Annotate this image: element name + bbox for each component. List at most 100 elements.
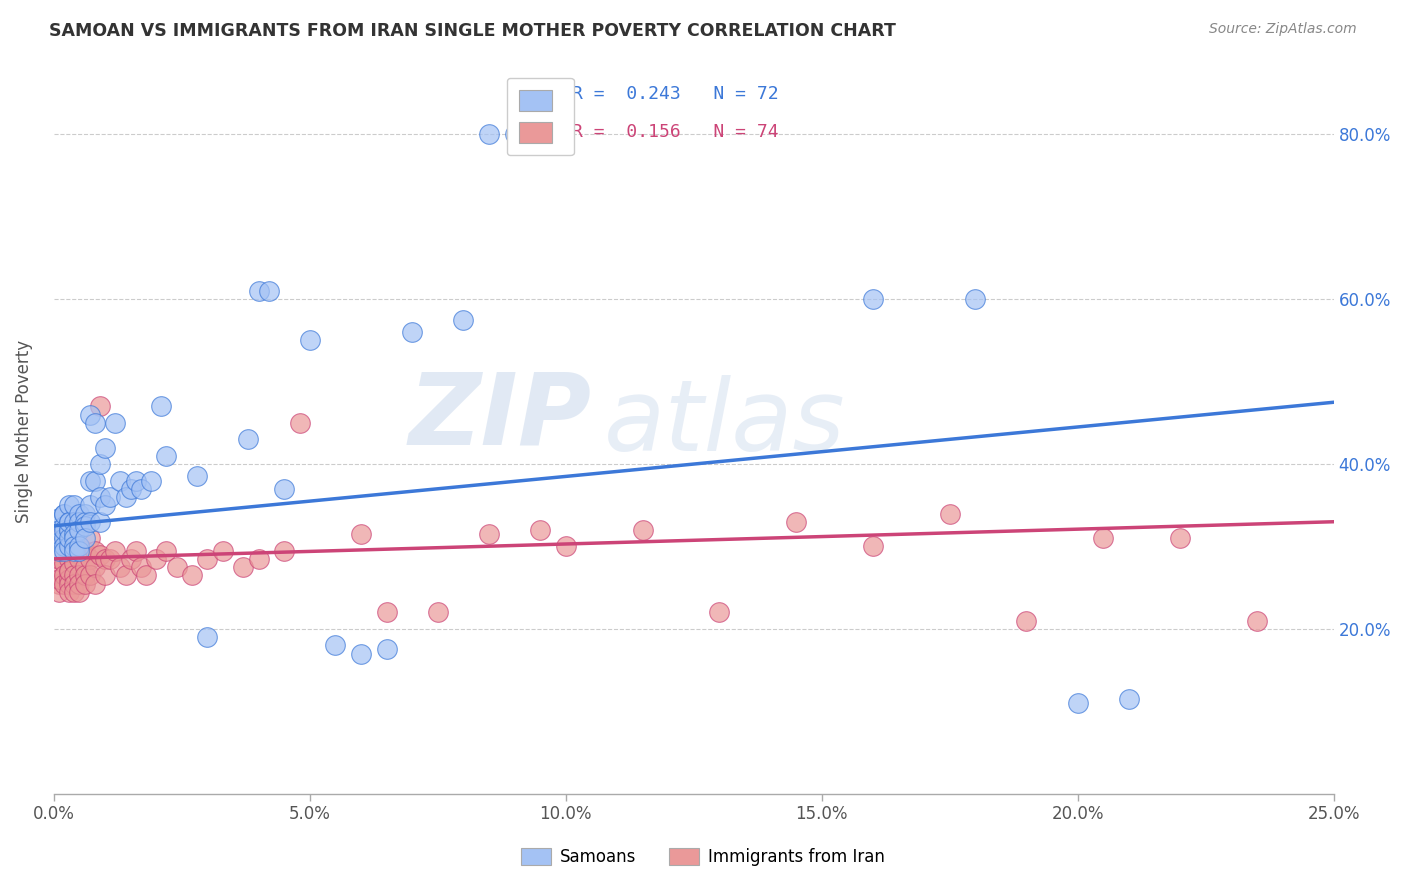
Point <box>63 568 86 582</box>
Point <box>325 638 347 652</box>
Point <box>67 540 90 554</box>
Point <box>1168 531 1191 545</box>
Point <box>155 449 177 463</box>
Point <box>79 531 101 545</box>
Point <box>63 556 86 570</box>
Point <box>139 474 162 488</box>
Point <box>63 515 86 529</box>
Point <box>114 490 136 504</box>
Point <box>426 606 449 620</box>
Point <box>98 490 121 504</box>
Text: R =  0.156   N = 74: R = 0.156 N = 74 <box>572 123 779 141</box>
Point <box>67 540 90 554</box>
Point <box>1246 614 1268 628</box>
Point <box>73 568 96 582</box>
Point <box>63 584 86 599</box>
Point <box>53 531 76 545</box>
Point <box>67 507 90 521</box>
Point <box>53 543 76 558</box>
Point <box>53 531 76 545</box>
Point <box>67 551 90 566</box>
Point <box>58 540 80 554</box>
Point <box>181 568 204 582</box>
Point <box>63 540 86 554</box>
Point <box>89 548 111 562</box>
Point <box>63 540 86 554</box>
Point <box>89 457 111 471</box>
Point <box>63 531 86 545</box>
Point <box>67 523 90 537</box>
Point <box>114 568 136 582</box>
Point <box>350 527 373 541</box>
Text: Source: ZipAtlas.com: Source: ZipAtlas.com <box>1209 22 1357 37</box>
Point <box>94 441 117 455</box>
Point <box>48 551 70 566</box>
Point <box>67 568 90 582</box>
Point <box>375 642 398 657</box>
Point <box>129 560 152 574</box>
Point <box>478 128 501 142</box>
Point <box>58 498 80 512</box>
Point <box>155 543 177 558</box>
Point <box>785 515 807 529</box>
Point <box>89 515 111 529</box>
Point <box>53 540 76 554</box>
Point <box>94 551 117 566</box>
Point <box>58 523 80 537</box>
Point <box>58 515 80 529</box>
Point <box>401 325 423 339</box>
Point <box>129 482 152 496</box>
Point <box>58 576 80 591</box>
Point <box>125 543 148 558</box>
Point <box>298 334 321 348</box>
Point <box>79 551 101 566</box>
Point <box>73 507 96 521</box>
Legend: Samoans, Immigrants from Iran: Samoans, Immigrants from Iran <box>513 840 893 875</box>
Point <box>110 560 132 574</box>
Point <box>247 551 270 566</box>
Text: ZIP: ZIP <box>408 368 592 465</box>
Point <box>288 416 311 430</box>
Point <box>631 523 654 537</box>
Point <box>48 564 70 578</box>
Point <box>83 416 105 430</box>
Legend: , : , <box>506 78 574 155</box>
Y-axis label: Single Mother Poverty: Single Mother Poverty <box>15 340 32 523</box>
Point <box>197 551 219 566</box>
Point <box>375 606 398 620</box>
Point <box>73 543 96 558</box>
Point <box>965 292 987 306</box>
Point <box>48 576 70 591</box>
Point <box>48 510 70 524</box>
Point <box>94 568 117 582</box>
Point <box>63 498 86 512</box>
Point <box>63 543 86 558</box>
Point <box>938 507 960 521</box>
Point <box>211 543 233 558</box>
Point <box>120 482 142 496</box>
Point <box>48 584 70 599</box>
Point <box>67 515 90 529</box>
Point <box>125 474 148 488</box>
Point <box>862 540 884 554</box>
Point <box>53 540 76 554</box>
Point <box>186 469 208 483</box>
Point <box>63 527 86 541</box>
Point <box>67 576 90 591</box>
Point <box>53 519 76 533</box>
Point <box>273 482 295 496</box>
Point <box>94 498 117 512</box>
Point <box>58 564 80 578</box>
Point <box>83 543 105 558</box>
Point <box>257 284 280 298</box>
Point <box>48 573 70 587</box>
Point <box>67 543 90 558</box>
Point <box>67 584 90 599</box>
Point <box>53 523 76 537</box>
Point <box>350 647 373 661</box>
Point <box>79 408 101 422</box>
Point <box>89 400 111 414</box>
Point <box>73 515 96 529</box>
Point <box>83 560 105 574</box>
Point <box>79 568 101 582</box>
